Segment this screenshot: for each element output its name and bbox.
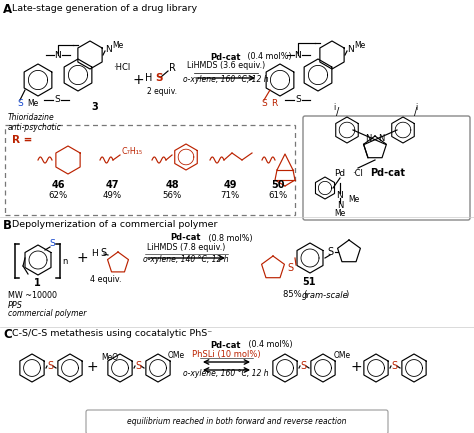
Text: /: / [414, 107, 417, 117]
Text: S: S [391, 361, 397, 371]
Text: anti-psychotic: anti-psychotic [8, 123, 62, 132]
Text: 51: 51 [302, 277, 316, 287]
Text: N: N [105, 45, 112, 55]
Text: MeO: MeO [101, 352, 118, 362]
Text: S: S [300, 361, 306, 371]
Text: S: S [327, 247, 333, 257]
Text: C-S/C-S metathesis using cocatalytic PhS⁻: C-S/C-S metathesis using cocatalytic PhS… [12, 329, 212, 338]
Text: +: + [350, 360, 362, 374]
Text: S: S [261, 98, 267, 107]
Text: S: S [135, 361, 141, 371]
Text: S: S [49, 239, 55, 249]
Text: N: N [295, 51, 301, 59]
Text: (0.4 mol%): (0.4 mol%) [246, 340, 292, 349]
Text: 56%: 56% [163, 191, 182, 200]
Text: LiHMDS (3.6 equiv.): LiHMDS (3.6 equiv.) [187, 61, 265, 71]
Text: /: / [336, 107, 339, 117]
Text: o-xylene, 160 °C, 12 h: o-xylene, 160 °C, 12 h [183, 75, 269, 84]
Text: LiHMDS (7.8 equiv.): LiHMDS (7.8 equiv.) [147, 243, 225, 252]
Text: N: N [365, 134, 372, 143]
Text: N: N [378, 134, 384, 143]
Text: Me: Me [334, 209, 346, 217]
Text: H: H [145, 73, 152, 83]
Text: Pd-cat: Pd-cat [171, 233, 201, 242]
Text: S: S [17, 98, 23, 107]
Text: 3: 3 [91, 102, 99, 112]
Text: PhSLi (10 mol%): PhSLi (10 mol%) [191, 349, 260, 359]
Text: Thioridazine: Thioridazine [8, 113, 55, 123]
Text: 85% (: 85% ( [283, 291, 308, 300]
Text: Pd: Pd [335, 168, 346, 178]
Text: 46: 46 [51, 180, 65, 190]
Text: 48: 48 [165, 180, 179, 190]
Text: 2 equiv.: 2 equiv. [147, 87, 177, 97]
Text: Pd-cat: Pd-cat [211, 340, 241, 349]
Text: 49%: 49% [102, 191, 121, 200]
Text: R: R [169, 63, 176, 73]
Text: i: i [415, 103, 417, 112]
Text: Depolymerization of a commercial polymer: Depolymerization of a commercial polymer [12, 220, 218, 229]
Text: equilibrium reached in both forward and reverse reaction: equilibrium reached in both forward and … [127, 417, 347, 427]
Text: B: B [3, 219, 12, 232]
Text: Me: Me [27, 98, 38, 107]
Text: S: S [155, 73, 163, 83]
Text: C: C [3, 328, 12, 341]
Text: i: i [333, 103, 335, 112]
Text: 50: 50 [271, 180, 285, 190]
Text: +: + [132, 73, 144, 87]
Text: S: S [287, 263, 293, 273]
Text: N: N [337, 200, 343, 210]
Text: A: A [3, 3, 12, 16]
Text: N: N [347, 45, 354, 55]
Text: 49: 49 [223, 180, 237, 190]
Text: 71%: 71% [220, 191, 240, 200]
Text: Me: Me [112, 41, 123, 49]
Text: Late-stage generation of a drug library: Late-stage generation of a drug library [12, 4, 197, 13]
Text: +: + [76, 251, 88, 265]
Text: OMe: OMe [168, 352, 185, 361]
Text: H: H [91, 249, 99, 258]
Text: R =: R = [12, 135, 32, 145]
Text: S: S [100, 248, 106, 258]
Text: gram-scale: gram-scale [302, 291, 349, 300]
Text: N: N [55, 51, 61, 59]
Text: ·HCl: ·HCl [113, 64, 130, 72]
Text: Pd-cat: Pd-cat [370, 168, 405, 178]
Text: +: + [86, 360, 98, 374]
Text: Me: Me [354, 41, 365, 49]
Text: Me: Me [348, 196, 359, 204]
Text: ·Cl: ·Cl [352, 168, 363, 178]
Text: 4 equiv.: 4 equiv. [90, 275, 121, 284]
Text: ): ) [345, 291, 348, 300]
Text: C₇H₁₅: C₇H₁₅ [122, 148, 143, 156]
Text: 1: 1 [34, 278, 40, 288]
Text: Pd-cat: Pd-cat [211, 52, 241, 61]
Text: S: S [54, 96, 60, 104]
Text: N: N [337, 191, 343, 200]
Text: (0.4 mol%): (0.4 mol%) [245, 52, 292, 61]
Text: 47: 47 [105, 180, 119, 190]
Text: S: S [295, 96, 301, 104]
Text: S: S [47, 361, 53, 371]
Text: MW ~10000: MW ~10000 [8, 291, 57, 300]
Text: OMe: OMe [334, 352, 351, 361]
Text: 62%: 62% [48, 191, 68, 200]
Text: R: R [271, 98, 277, 107]
Text: (0.8 mol%): (0.8 mol%) [206, 233, 253, 242]
Text: 61%: 61% [268, 191, 288, 200]
Text: PPS: PPS [8, 301, 23, 310]
Text: o-xylene, 160 °C, 12 h: o-xylene, 160 °C, 12 h [183, 369, 269, 378]
Text: o-xylene, 140 °C, 12 h: o-xylene, 140 °C, 12 h [143, 255, 229, 265]
Text: n: n [62, 256, 67, 265]
Text: commercial polymer: commercial polymer [8, 308, 86, 317]
